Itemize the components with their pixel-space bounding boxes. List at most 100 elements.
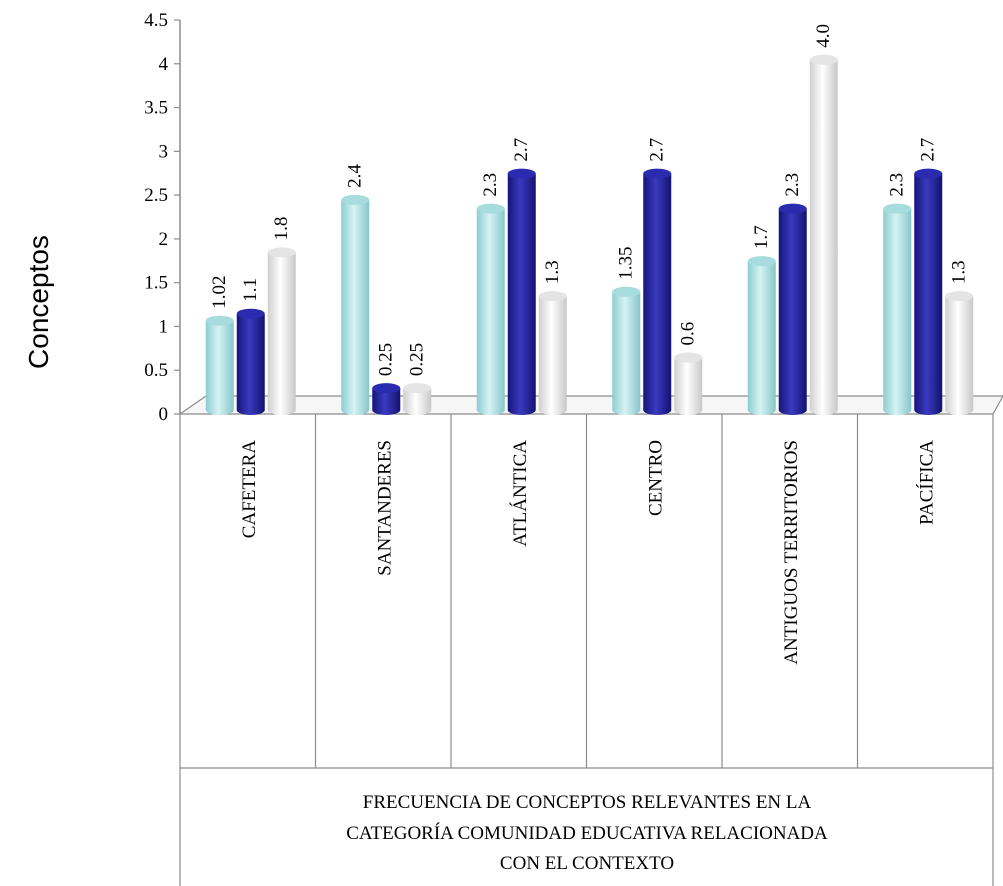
bar bbox=[403, 383, 432, 415]
chart-floor bbox=[178, 395, 1003, 415]
bar bbox=[236, 308, 265, 415]
category-label: PACÍFICA bbox=[915, 440, 937, 525]
y-tick-label: 1 bbox=[159, 316, 169, 337]
category-labels: CAFETERA SANTANDERES ATLÁNTICA CENTRO ANTIGU… bbox=[239, 440, 938, 665]
bar-top bbox=[747, 256, 776, 267]
bar-body bbox=[341, 199, 370, 415]
bar-body bbox=[538, 296, 567, 415]
bar bbox=[809, 54, 838, 416]
data-label: 1.35 bbox=[615, 247, 636, 280]
y-tick-label: 4.5 bbox=[144, 10, 168, 31]
bar bbox=[341, 194, 370, 415]
bar bbox=[267, 247, 296, 415]
data-label: 2.7 bbox=[646, 138, 667, 162]
category-label: CAFETERA bbox=[239, 440, 260, 538]
y-tick-label: 1.5 bbox=[144, 273, 168, 294]
x-axis-title-line-2: CATEGORÍA COMUNIDAD EDUCATIVA RELACIONAD… bbox=[346, 822, 828, 844]
bar-top bbox=[612, 286, 641, 297]
y-axis-ticks: 0 0.5 1 1.5 2 2.5 3 3.5 4 4.5 bbox=[144, 10, 180, 425]
bar-body bbox=[267, 252, 296, 415]
y-tick-label: 0 bbox=[159, 404, 169, 425]
bar bbox=[778, 203, 807, 415]
bar-body bbox=[476, 208, 505, 415]
x-axis-title-line-1: FRECUENCIA DE CONCEPTOS RELEVANTES EN LA bbox=[363, 792, 812, 813]
data-label: 1.02 bbox=[209, 275, 230, 308]
bar bbox=[612, 286, 641, 415]
bar-top bbox=[476, 203, 505, 214]
y-tick-label: 0.5 bbox=[144, 360, 168, 381]
bar bbox=[747, 256, 776, 415]
bar-top bbox=[809, 54, 838, 65]
data-label: 4.0 bbox=[813, 24, 834, 48]
bar-top bbox=[914, 168, 943, 179]
bar-body bbox=[778, 208, 807, 415]
bar-top bbox=[883, 203, 912, 214]
bar-body bbox=[205, 320, 234, 415]
bar-body bbox=[914, 173, 943, 415]
bars bbox=[205, 54, 974, 416]
bar bbox=[883, 203, 912, 415]
bar-body bbox=[747, 261, 776, 415]
bar bbox=[945, 291, 974, 415]
bar bbox=[205, 315, 234, 415]
bar-body bbox=[612, 291, 641, 415]
bar-top bbox=[341, 194, 370, 205]
bar-top bbox=[945, 291, 974, 302]
axes bbox=[178, 20, 1003, 415]
bar bbox=[372, 383, 401, 415]
bar-body bbox=[236, 313, 265, 415]
data-label: 0.6 bbox=[677, 322, 698, 346]
data-label: 2.3 bbox=[886, 173, 907, 197]
bar-top bbox=[778, 203, 807, 214]
category-label: ATLÁNTICA bbox=[509, 440, 531, 547]
data-label: 0.25 bbox=[406, 343, 427, 376]
bar-body bbox=[809, 59, 838, 416]
bar bbox=[538, 291, 567, 415]
data-label: 1.3 bbox=[948, 260, 969, 284]
category-label: ANTIGUOS TERRITORIOS bbox=[781, 440, 802, 665]
bar-body bbox=[403, 388, 432, 415]
x-axis-title-line-3: CON EL CONTEXTO bbox=[500, 853, 674, 874]
y-tick-label: 3 bbox=[159, 141, 169, 162]
category-table bbox=[179, 414, 994, 886]
data-label: 2.3 bbox=[480, 173, 501, 197]
bar-top bbox=[267, 247, 296, 258]
data-label: 1.3 bbox=[542, 260, 563, 284]
bar-body bbox=[674, 357, 703, 415]
bar-body bbox=[372, 388, 401, 415]
data-label: 1.7 bbox=[751, 225, 772, 249]
bar-top bbox=[236, 308, 265, 319]
y-tick-label: 4 bbox=[159, 54, 169, 75]
bar-top bbox=[205, 315, 234, 326]
data-labels: 1.02 1.1 1.8 2.4 0.25 0.25 2.3 2.7 1.3 1.35 2.7 0.6… bbox=[209, 24, 970, 376]
data-label: 0.25 bbox=[375, 343, 396, 376]
bar-top bbox=[403, 383, 432, 394]
bar-body bbox=[945, 296, 974, 415]
bar-top bbox=[643, 168, 672, 179]
bar-body bbox=[643, 173, 672, 415]
x-axis-title: FRECUENCIA DE CONCEPTOS RELEVANTES EN LA… bbox=[346, 792, 828, 874]
bar-top bbox=[507, 168, 536, 179]
bar-top bbox=[372, 383, 401, 394]
y-tick-label: 3.5 bbox=[144, 98, 168, 119]
bar-body bbox=[507, 173, 536, 415]
data-label: 1.1 bbox=[240, 278, 261, 302]
bar-body bbox=[883, 208, 912, 415]
bar bbox=[507, 168, 536, 415]
data-label: 2.7 bbox=[511, 138, 532, 162]
y-axis-title: Conceptos bbox=[23, 235, 54, 369]
bar-top bbox=[674, 352, 703, 363]
y-tick-label: 2 bbox=[159, 229, 169, 250]
data-label: 2.3 bbox=[782, 173, 803, 197]
bar-top bbox=[538, 291, 567, 302]
bar bbox=[674, 352, 703, 415]
category-label: SANTANDERES bbox=[374, 440, 395, 576]
category-label: CENTRO bbox=[645, 440, 666, 516]
bar bbox=[476, 203, 505, 415]
data-label: 2.4 bbox=[344, 164, 365, 188]
bar bbox=[643, 168, 672, 415]
data-label: 2.7 bbox=[917, 138, 938, 162]
y-tick-label: 2.5 bbox=[144, 185, 168, 206]
bar bbox=[914, 168, 943, 415]
